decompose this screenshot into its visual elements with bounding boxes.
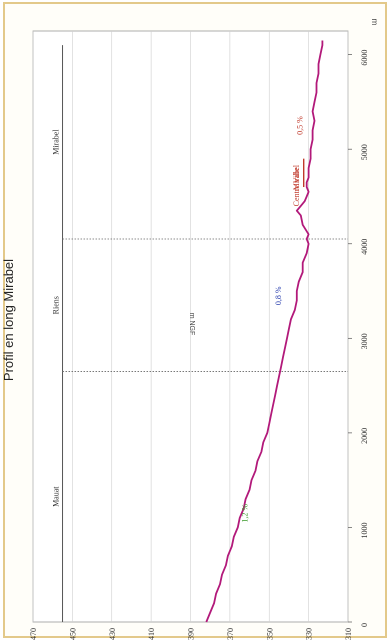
slope-annotation: 0,5 % <box>296 116 305 135</box>
x-tick-label: 6000 <box>360 50 369 66</box>
slope-annotation: 0,8 % <box>274 286 283 305</box>
section-label: Riens <box>52 296 61 314</box>
section-label: Mauat <box>52 486 61 507</box>
x-axis-unit: m <box>370 19 379 26</box>
y-axis-label: m NGF <box>188 313 195 336</box>
section-label: Mirabel <box>52 129 61 155</box>
y-tick-label: 470 <box>29 628 38 640</box>
x-tick-label: 0 <box>360 623 369 627</box>
y-tick-label: 390 <box>187 628 196 640</box>
x-tick-label: 2000 <box>360 428 369 444</box>
y-tick-label: 310 <box>344 628 353 640</box>
y-tick-label: 370 <box>226 628 235 640</box>
plot-area: 310 330 350 370 390 410 430 450 470 0 1000 2000 3000… <box>29 30 369 640</box>
slope-annotation: Centre Ville <box>292 167 301 206</box>
x-tick-label: 4000 <box>360 239 369 255</box>
x-tick-label: 5000 <box>360 144 369 160</box>
profile-line <box>205 40 324 623</box>
slope-annotation: 1,2 % <box>241 504 250 523</box>
y-tick-label: 350 <box>265 628 274 640</box>
chart-title: Profil en long Mirabel <box>1 259 16 381</box>
slope-annotation: Mirabel <box>292 164 301 190</box>
x-tick-label: 1000 <box>360 522 369 538</box>
x-tick-label: 3000 <box>360 333 369 349</box>
y-tick-label: 430 <box>108 628 117 640</box>
y-tick-label: 450 <box>68 628 77 640</box>
y-tick-label: 330 <box>305 628 314 640</box>
y-tick-label: 410 <box>147 628 156 640</box>
